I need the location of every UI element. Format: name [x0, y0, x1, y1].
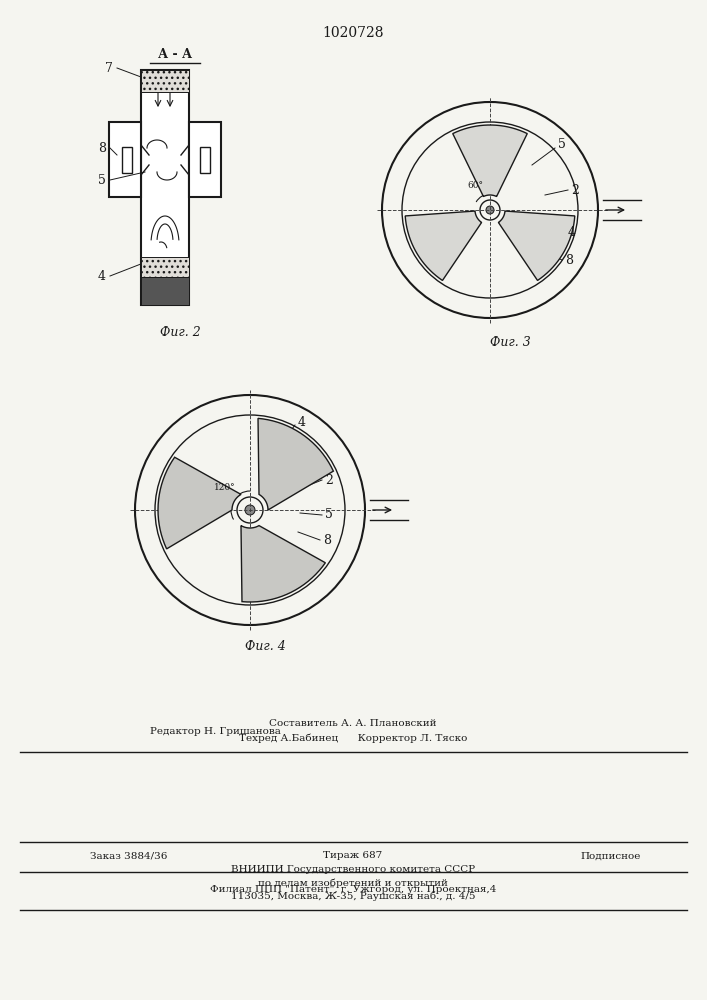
Text: Подписное: Подписное: [580, 852, 641, 860]
Bar: [189, 122, 221, 197]
Bar: [141, 70, 189, 92]
Text: 8: 8: [323, 534, 331, 546]
Text: 4: 4: [298, 416, 306, 428]
Text: 2: 2: [571, 184, 579, 196]
Text: 5: 5: [558, 138, 566, 151]
Bar: [109, 122, 141, 197]
Text: Заказ 3884/36: Заказ 3884/36: [90, 852, 168, 860]
Polygon shape: [498, 211, 575, 280]
Text: 8: 8: [98, 141, 106, 154]
Text: Техред А.Бабинец      Корректор Л. Тяско: Техред А.Бабинец Корректор Л. Тяско: [239, 733, 467, 743]
Text: Филиал ППП "Патент", г. Ужгород, ул. Проектная,4: Филиал ППП "Патент", г. Ужгород, ул. Про…: [210, 886, 496, 894]
Text: ВНИИПИ Государственного комитета СССР: ВНИИПИ Государственного комитета СССР: [231, 865, 475, 874]
Text: 2: 2: [325, 474, 333, 487]
Text: 113035, Москва, Ж-35, Раушская наб., д. 4/5: 113035, Москва, Ж-35, Раушская наб., д. …: [230, 891, 475, 901]
Bar: [200, 147, 210, 173]
Circle shape: [486, 206, 494, 214]
Text: Составитель А. А. Плановский: Составитель А. А. Плановский: [269, 720, 437, 728]
Text: Редактор Н. Гришанова: Редактор Н. Гришанова: [150, 728, 281, 736]
Polygon shape: [405, 211, 481, 280]
Text: Фиг. 2: Фиг. 2: [160, 326, 200, 338]
Text: 120°: 120°: [214, 484, 236, 492]
Text: 4: 4: [98, 269, 106, 282]
Text: Фиг. 4: Фиг. 4: [245, 641, 286, 654]
Bar: [122, 147, 132, 173]
Text: А - А: А - А: [158, 48, 192, 62]
Text: 5: 5: [325, 508, 333, 522]
Bar: [141, 277, 189, 305]
Bar: [141, 70, 189, 305]
Text: 8: 8: [565, 253, 573, 266]
Polygon shape: [258, 418, 334, 510]
Polygon shape: [452, 125, 527, 197]
Bar: [141, 257, 189, 277]
Polygon shape: [241, 526, 325, 602]
Text: Тираж 687: Тираж 687: [323, 852, 382, 860]
Text: 4: 4: [568, 226, 576, 238]
Circle shape: [245, 505, 255, 515]
Text: 7: 7: [105, 62, 113, 75]
Text: по делам изобретений и открытий: по делам изобретений и открытий: [258, 878, 448, 888]
Text: 5: 5: [98, 174, 106, 186]
Text: 1020728: 1020728: [322, 26, 384, 40]
Polygon shape: [158, 457, 241, 549]
Text: Фиг. 3: Фиг. 3: [490, 336, 530, 350]
Text: 60°: 60°: [467, 182, 483, 190]
